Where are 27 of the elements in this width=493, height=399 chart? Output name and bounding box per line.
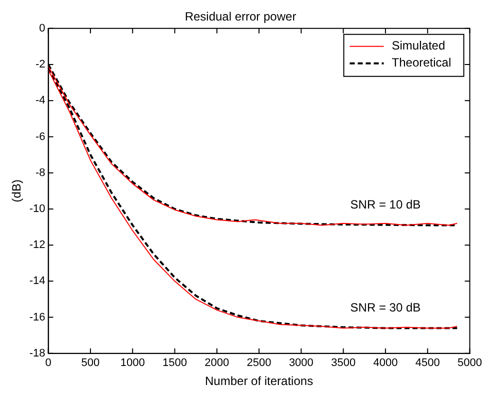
- x-tick-label: 2000: [204, 357, 230, 370]
- y-tick-label: -6: [36, 130, 46, 143]
- y-tick-label: -18: [29, 347, 46, 360]
- x-tick-label: 4000: [373, 357, 398, 370]
- y-tick-label: -10: [29, 202, 46, 215]
- annotation: SNR = 10 dB: [350, 198, 421, 212]
- y-tick-label: -16: [29, 311, 46, 324]
- y-tick-label: -8: [36, 166, 46, 179]
- x-tick-label: 1000: [120, 357, 145, 370]
- chart-title: Residual error power: [184, 10, 296, 24]
- x-tick-label: 1500: [162, 357, 187, 370]
- x-tick-label: 2500: [246, 357, 272, 370]
- y-tick-label: -4: [36, 94, 46, 107]
- y-tick-label: -12: [29, 239, 46, 252]
- x-tick-label: 4500: [415, 357, 440, 370]
- x-axis-title: Number of iterations: [205, 374, 314, 388]
- x-tick-label: 3500: [331, 357, 356, 370]
- y-axis-title: (dB): [10, 180, 24, 202]
- y-tick-label: 0: [39, 22, 46, 34]
- x-tick-label: 3000: [288, 357, 314, 370]
- annotation: SNR = 30 dB: [350, 300, 421, 314]
- legend-label: Simulated: [392, 38, 446, 53]
- y-tick-label: -14: [29, 275, 46, 288]
- x-tick-label: 500: [81, 357, 100, 370]
- y-tick-label: -2: [36, 58, 46, 71]
- x-tick-label: 5000: [458, 357, 482, 370]
- legend-label: Theoretical: [392, 56, 452, 70]
